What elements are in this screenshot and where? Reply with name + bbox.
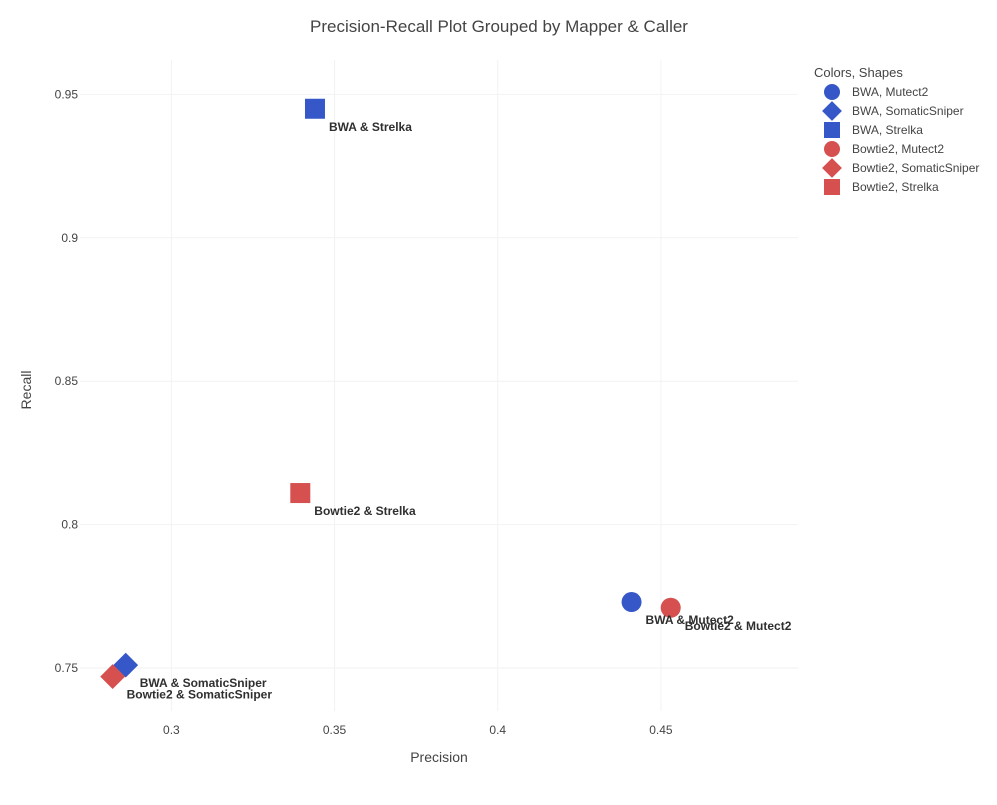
y-axis-title: Recall xyxy=(18,371,34,410)
x-tick-label: 0.4 xyxy=(489,723,506,737)
annotation-bwa-strelka: BWA & Strelka xyxy=(329,120,412,134)
legend-label: Bowtie2, Mutect2 xyxy=(852,142,944,156)
legend-title: Colors, Shapes xyxy=(814,65,903,80)
x-tick-label: 0.45 xyxy=(649,723,673,737)
point-bwa-mutect2 xyxy=(621,592,642,613)
grid-lines xyxy=(80,60,798,711)
legend-items: BWA, Mutect2 BWA, SomaticSniper BWA, Strel… xyxy=(822,84,979,195)
data-points xyxy=(100,98,681,689)
y-tick-label: 0.85 xyxy=(55,374,79,388)
chart-title: Precision-Recall Plot Grouped by Mapper … xyxy=(310,17,688,36)
legend-item-bwa-strelka[interactable]: BWA, Strelka xyxy=(824,122,923,138)
y-tick-label: 0.9 xyxy=(61,231,78,245)
legend-label: BWA, SomaticSniper xyxy=(852,104,964,118)
point-bowtie2-somaticsniper xyxy=(100,664,126,689)
point-bwa-strelka xyxy=(304,98,325,119)
y-tick-label: 0.75 xyxy=(55,661,79,675)
legend-item-bwa-mutect2[interactable]: BWA, Mutect2 xyxy=(824,84,929,100)
point-annotations: BWA & Mutect2 BWA & SomaticSniper BWA & St… xyxy=(127,120,792,702)
y-tick-label: 0.8 xyxy=(61,518,78,532)
annotation-bowtie2-mutect2: Bowtie2 & Mutect2 xyxy=(685,619,792,633)
legend-marker-bwa-somaticsniper xyxy=(822,101,842,121)
legend: Colors, Shapes BWA, Mutect2 BWA, SomaticS… xyxy=(814,65,979,195)
x-axis-title: Precision xyxy=(410,749,468,765)
annotation-bwa-mutect2: BWA & Mutect2 xyxy=(646,613,735,627)
legend-marker-bwa-mutect2 xyxy=(824,84,840,100)
x-tick-label: 0.35 xyxy=(323,723,347,737)
legend-item-bowtie2-strelka[interactable]: Bowtie2, Strelka xyxy=(824,179,939,195)
y-tick-label: 0.95 xyxy=(55,87,79,101)
legend-marker-bwa-strelka xyxy=(824,122,840,138)
legend-marker-bowtie2-somaticsniper xyxy=(822,158,842,178)
legend-marker-bowtie2-mutect2 xyxy=(824,141,840,157)
x-tick-label: 0.3 xyxy=(163,723,180,737)
legend-marker-bowtie2-strelka xyxy=(824,179,840,195)
annotation-bwa-somaticsniper: BWA & SomaticSniper xyxy=(140,676,267,690)
legend-label: BWA, Mutect2 xyxy=(852,85,929,99)
legend-item-bowtie2-somaticsniper[interactable]: Bowtie2, SomaticSniper xyxy=(822,158,979,178)
legend-item-bwa-somaticsniper[interactable]: BWA, SomaticSniper xyxy=(822,101,964,121)
legend-label: BWA, Strelka xyxy=(852,123,923,137)
annotation-bowtie2-strelka: Bowtie2 & Strelka xyxy=(314,504,416,518)
legend-item-bowtie2-mutect2[interactable]: Bowtie2, Mutect2 xyxy=(824,141,944,157)
x-axis-ticks: 0.3 0.35 0.4 0.45 xyxy=(163,723,673,737)
annotation-bowtie2-somaticsniper: Bowtie2 & SomaticSniper xyxy=(127,688,273,702)
y-axis-ticks: 0.75 0.8 0.85 0.9 0.95 xyxy=(55,87,79,675)
legend-label: Bowtie2, SomaticSniper xyxy=(852,161,979,175)
point-bowtie2-mutect2 xyxy=(660,597,681,618)
legend-label: Bowtie2, Strelka xyxy=(852,180,939,194)
point-bowtie2-strelka xyxy=(290,483,311,504)
